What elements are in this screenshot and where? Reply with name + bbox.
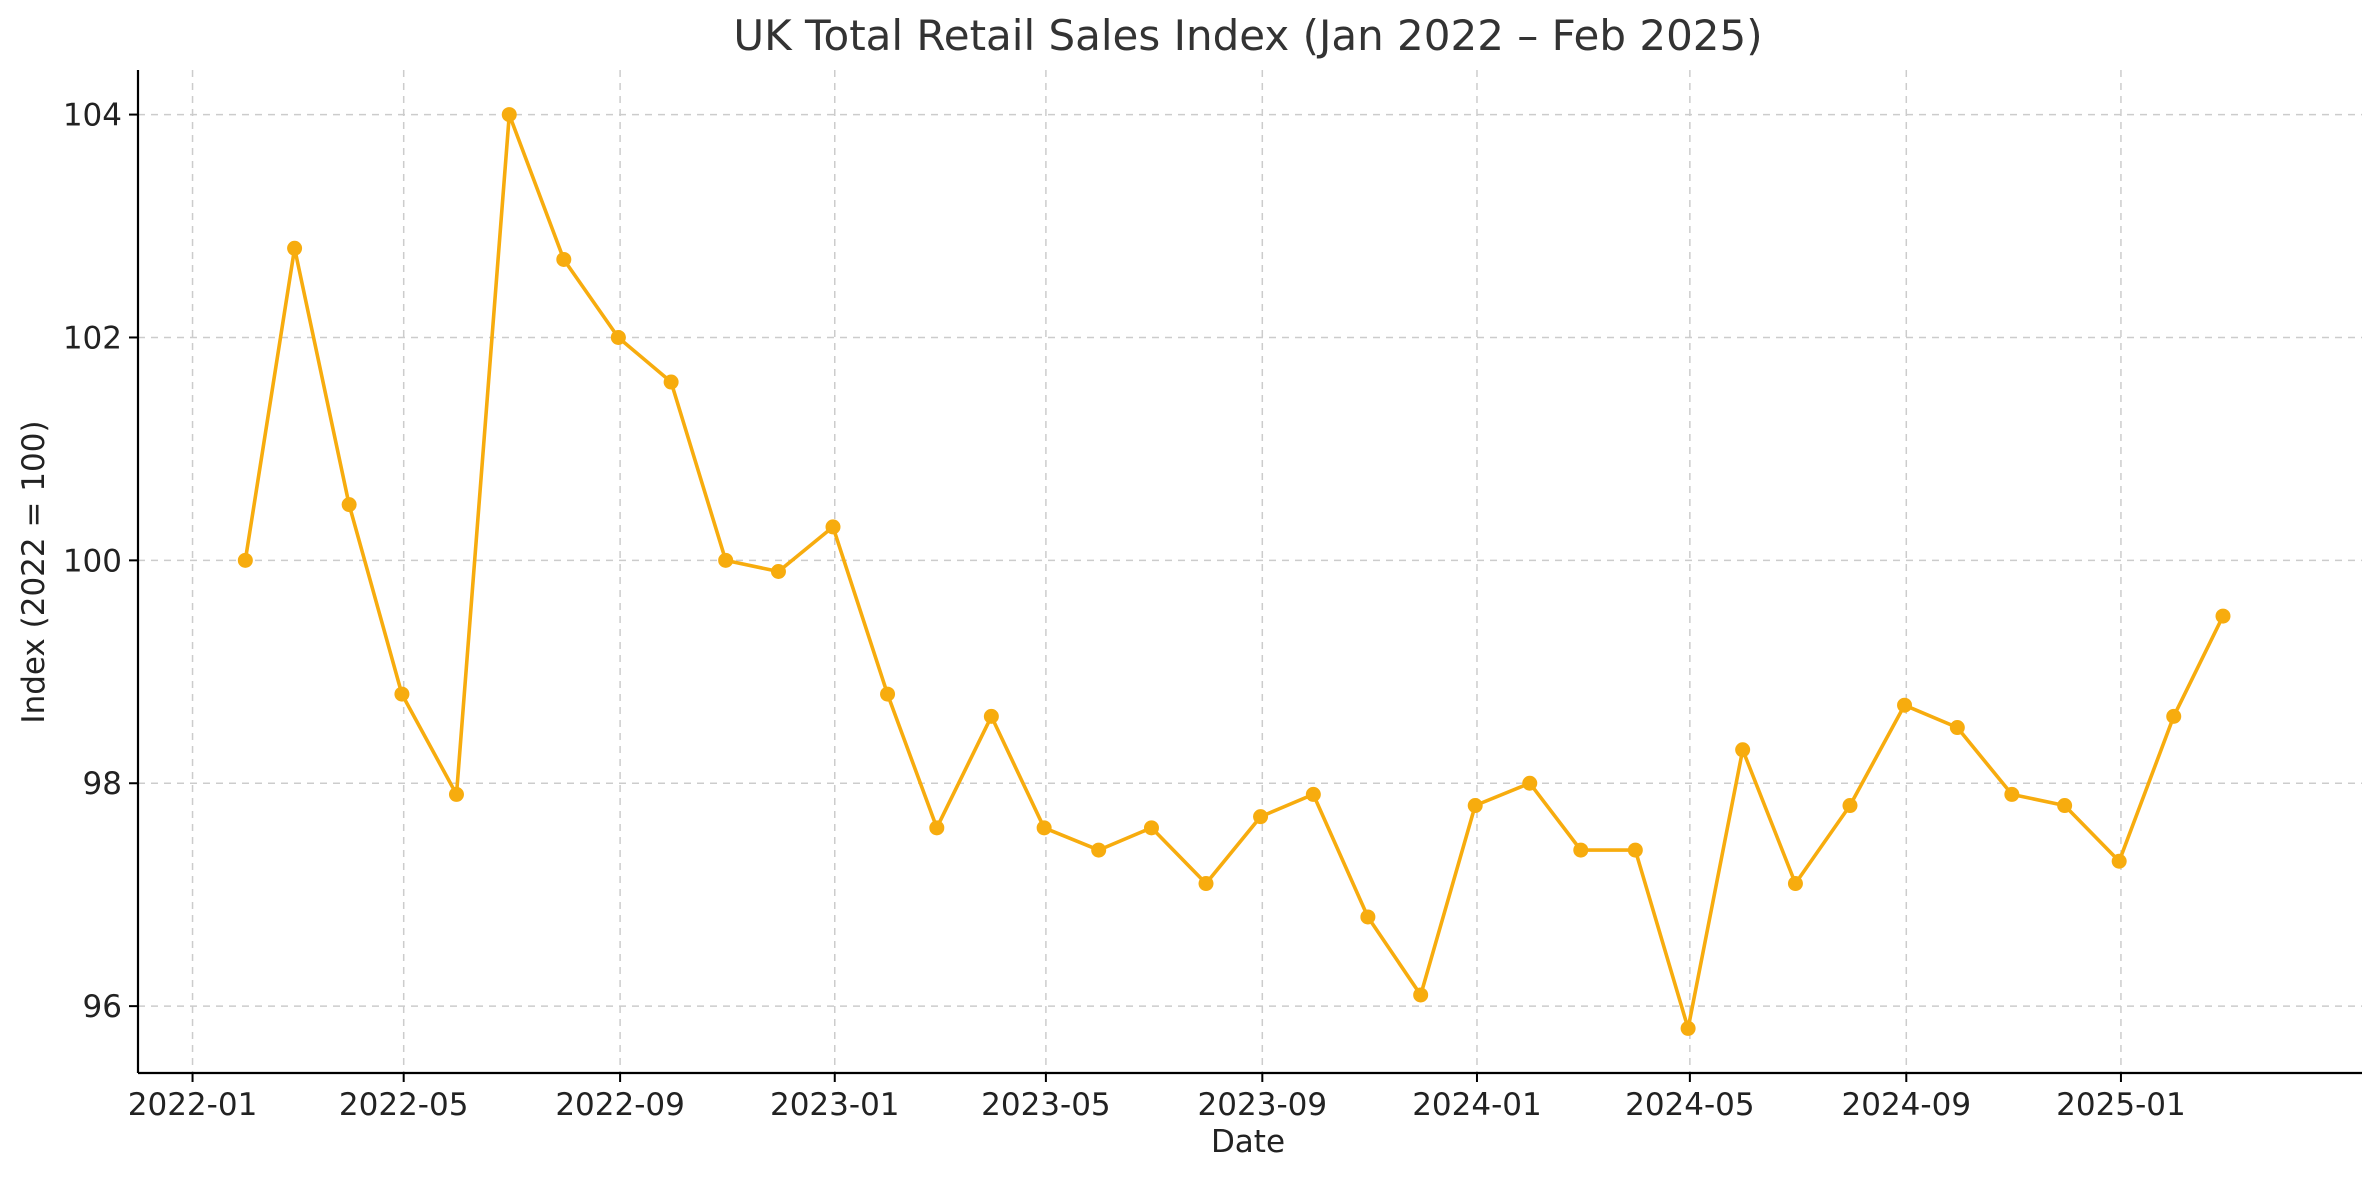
data-point bbox=[1198, 876, 1214, 892]
data-point bbox=[1680, 1020, 1696, 1036]
data-point bbox=[2215, 608, 2231, 624]
data-point bbox=[1036, 820, 1052, 836]
x-tick-label: 2022-01 bbox=[128, 1087, 258, 1123]
chart-title: UK Total Retail Sales Index (Jan 2022 – … bbox=[733, 11, 1762, 60]
data-point bbox=[1305, 786, 1321, 802]
data-point bbox=[2111, 853, 2127, 869]
data-point bbox=[2166, 708, 2182, 724]
data-point bbox=[1787, 876, 1803, 892]
y-tick-label: 100 bbox=[63, 543, 122, 579]
x-axis-label: Date bbox=[1211, 1124, 1285, 1160]
data-point bbox=[556, 251, 572, 267]
x-tick-label: 2022-05 bbox=[339, 1087, 469, 1123]
data-point bbox=[341, 497, 357, 513]
x-tick-label: 2024-09 bbox=[1842, 1087, 1972, 1123]
grid bbox=[138, 70, 2362, 1073]
data-point bbox=[663, 374, 679, 390]
data-point bbox=[1253, 809, 1269, 825]
data-point bbox=[1360, 909, 1376, 925]
data-point bbox=[1467, 798, 1483, 814]
data-point bbox=[983, 708, 999, 724]
series-retail-index bbox=[237, 107, 2231, 1036]
data-point bbox=[1627, 842, 1643, 858]
axes: 2022-01 2022-05 2022-09 2023-01 2023-05 2023-… bbox=[63, 70, 2362, 1123]
x-tick-label: 2022-09 bbox=[555, 1087, 685, 1123]
data-point bbox=[1143, 820, 1159, 836]
x-tick-label: 2025-01 bbox=[2056, 1087, 2186, 1123]
data-point bbox=[1897, 697, 1913, 713]
data-point bbox=[501, 107, 517, 123]
data-point bbox=[610, 329, 626, 345]
data-point bbox=[718, 552, 734, 568]
data-point bbox=[825, 519, 841, 535]
data-point bbox=[1091, 842, 1107, 858]
data-point bbox=[1413, 987, 1429, 1003]
x-tick-label: 2023-09 bbox=[1198, 1087, 1328, 1123]
x-tick-label: 2024-01 bbox=[1412, 1087, 1542, 1123]
y-tick-label: 102 bbox=[63, 320, 122, 356]
data-point bbox=[1573, 842, 1589, 858]
data-point bbox=[448, 786, 464, 802]
x-tick-label: 2023-05 bbox=[981, 1087, 1111, 1123]
data-point bbox=[237, 552, 253, 568]
data-point bbox=[880, 686, 896, 702]
data-point bbox=[394, 686, 410, 702]
data-point bbox=[287, 240, 303, 256]
data-point bbox=[1949, 720, 1965, 736]
data-point bbox=[1735, 742, 1751, 758]
y-tick-label: 104 bbox=[63, 98, 122, 134]
data-point bbox=[2057, 798, 2073, 814]
y-axis-label: Index (2022 = 100) bbox=[16, 420, 52, 723]
data-point bbox=[1842, 798, 1858, 814]
data-point bbox=[2004, 786, 2020, 802]
y-tick-label: 96 bbox=[83, 989, 122, 1025]
x-tick-label: 2023-01 bbox=[770, 1087, 900, 1123]
data-point bbox=[770, 564, 786, 579]
y-tick-label: 98 bbox=[83, 766, 122, 802]
x-tick-label: 2024-05 bbox=[1625, 1087, 1755, 1123]
series-line bbox=[243, 112, 2225, 1031]
data-point bbox=[1522, 775, 1538, 791]
data-point bbox=[929, 820, 945, 836]
